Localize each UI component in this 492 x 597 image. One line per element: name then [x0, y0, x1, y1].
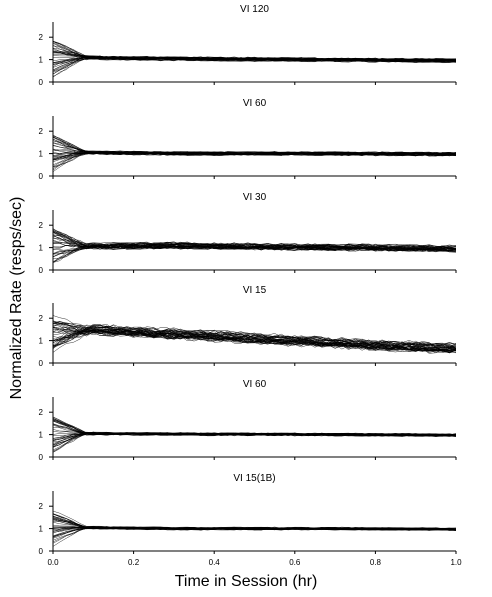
series-line: [52, 330, 457, 354]
series-line: [52, 136, 457, 155]
x-tick-label: 1.0: [450, 558, 462, 567]
y-tick-label: 0: [39, 172, 44, 181]
y-tick-label: 0: [39, 547, 44, 556]
panel-5: VI 60 0 1 2: [39, 379, 457, 462]
y-tick-label: 1: [39, 525, 44, 534]
series-line: [52, 134, 457, 155]
series-line: [52, 330, 457, 353]
panel-title: VI 15: [243, 285, 267, 296]
series-line: [52, 57, 457, 72]
series-line: [52, 321, 457, 348]
series-line: [52, 527, 457, 531]
series-line: [52, 418, 457, 436]
y-tick-label: 1: [39, 337, 44, 346]
series-line: [52, 527, 457, 547]
series-line: [52, 245, 457, 254]
y-tick-label: 0: [39, 78, 44, 87]
series-line: [52, 328, 457, 350]
series-line: [52, 49, 457, 62]
y-tick-label: 1: [39, 56, 44, 65]
series-line: [52, 510, 457, 530]
series-line: [52, 323, 457, 350]
x-tick-label: 0.8: [370, 558, 382, 567]
series-line: [52, 229, 457, 248]
y-tick-label: 2: [39, 33, 44, 42]
series-line: [52, 527, 457, 537]
panel-title: VI 30: [243, 192, 267, 203]
panel-6: VI 15(1B) 0 1 2 0.0 0.2 0.4 0.6 0.8 1.0: [39, 473, 463, 567]
series-line: [52, 320, 457, 352]
y-tick-label: 1: [39, 431, 44, 440]
series-line: [52, 526, 457, 539]
series-line: [52, 431, 457, 441]
y-tick-label: 0: [39, 359, 44, 368]
y-tick-label: 0: [39, 266, 44, 275]
y-tick-label: 1: [39, 244, 44, 253]
panel-title: VI 60: [243, 98, 267, 109]
y-tick-label: 1: [39, 150, 44, 159]
y-tick-label: 2: [39, 502, 44, 511]
series-line: [52, 244, 457, 251]
panel-4: VI 15 0 1 2: [39, 285, 457, 368]
panel-title: VI 60: [243, 379, 267, 390]
panel-1: VI 120 0 1 2: [39, 4, 457, 87]
y-tick-label: 0: [39, 453, 44, 462]
x-tick-label: 0.4: [209, 558, 221, 567]
series-line: [52, 56, 457, 71]
panel-title: VI 15(1B): [233, 473, 275, 484]
x-tick-label: 0.0: [47, 558, 59, 567]
y-tick-label: 2: [39, 221, 44, 230]
x-axis-label: Time in Session (hr): [174, 573, 318, 590]
y-axis-label: Normalized Rate (resps/sec): [8, 196, 25, 400]
panel-2: VI 60 0 1 2: [39, 98, 457, 181]
x-tick-label: 0.2: [128, 558, 140, 567]
series-line: [52, 137, 457, 157]
y-tick-label: 2: [39, 314, 44, 323]
series-line: [52, 424, 457, 437]
y-tick-label: 2: [39, 127, 44, 136]
series-line: [52, 242, 457, 263]
panel-3: VI 30 0 1 2: [39, 192, 457, 275]
panel-title: VI 120: [240, 4, 269, 15]
series-line: [52, 56, 457, 63]
y-tick-label: 2: [39, 408, 44, 417]
series-line: [52, 433, 457, 453]
series-line: [52, 151, 457, 161]
x-tick-label: 0.6: [289, 558, 301, 567]
series-line: [52, 230, 457, 249]
